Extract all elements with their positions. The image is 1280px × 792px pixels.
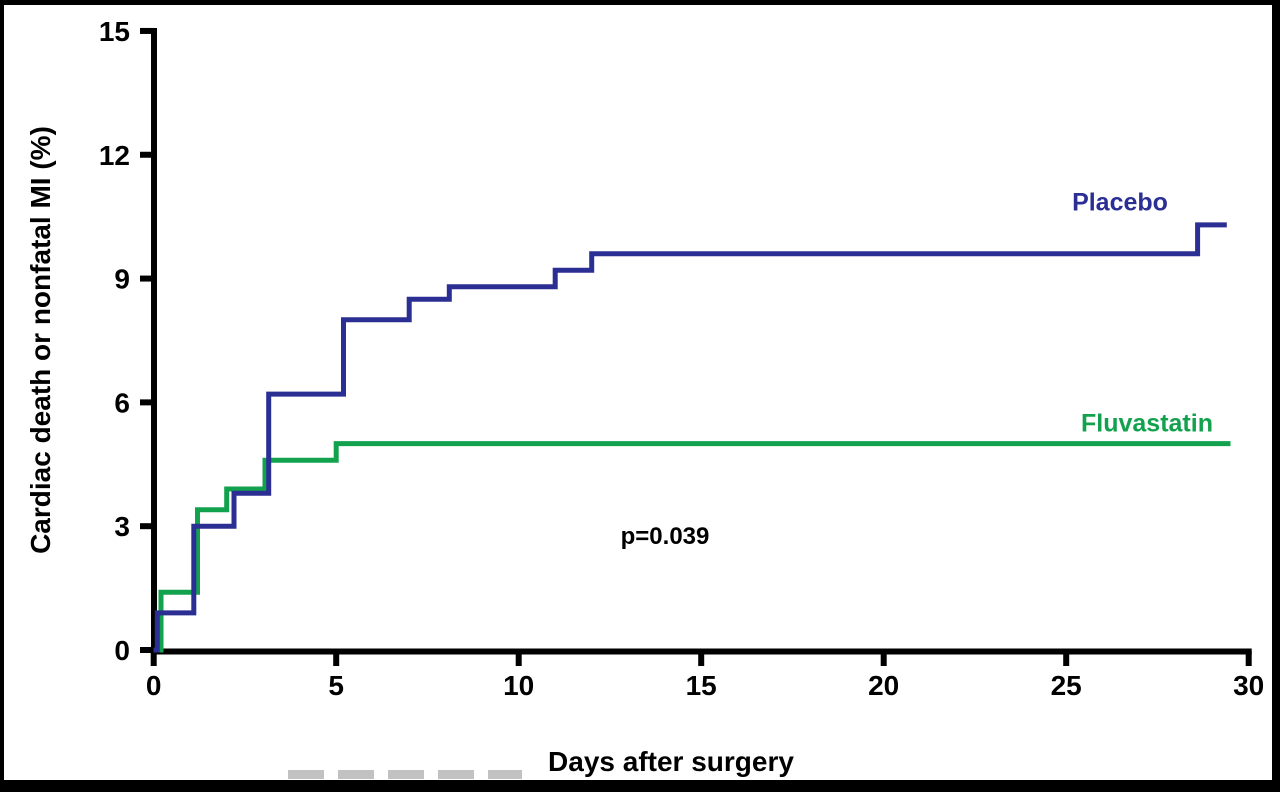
x-tick-label: 0: [146, 670, 162, 701]
x-tick-label: 30: [1233, 670, 1264, 701]
series-label-fluvastatin: Fluvastatin: [1081, 409, 1213, 438]
x-tick-label: 20: [868, 670, 899, 701]
y-tick-label: 15: [99, 16, 130, 47]
cutoff-text-artifact: [288, 770, 522, 779]
p-value-annotation: p=0.039: [620, 523, 710, 550]
y-axis-title: Cardiac death or nonfatal MI (%): [25, 126, 56, 554]
series-label-placebo: Placebo: [1072, 188, 1168, 217]
placebo-curve: [153, 222, 1227, 653]
y-tick-label: 6: [114, 387, 130, 418]
x-tick-label: 25: [1051, 670, 1082, 701]
y-tick-label: 12: [99, 140, 130, 171]
x-tick-label: 15: [686, 670, 717, 701]
x-axis-title: Days after surgery: [548, 746, 794, 777]
x-tick-label: 5: [328, 670, 344, 701]
x-tick-label: 10: [503, 670, 534, 701]
y-tick-label: 9: [114, 264, 130, 295]
y-tick-label: 3: [114, 511, 130, 542]
y-tick-label: 0: [114, 635, 130, 666]
fluvastatin-curve: [153, 441, 1231, 653]
